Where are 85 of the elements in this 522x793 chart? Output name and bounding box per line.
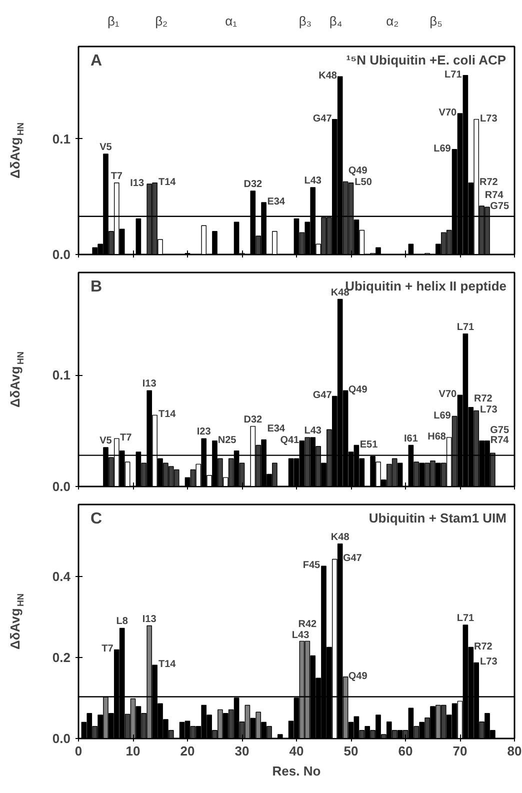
text: α₂	[386, 14, 399, 28]
annotation: T7	[102, 644, 114, 655]
text: β₃	[298, 14, 312, 28]
annotation: Q41	[280, 434, 300, 446]
annotation: R74	[490, 434, 510, 446]
annotation: K48	[330, 532, 350, 543]
annotation: I61	[404, 433, 418, 444]
text: α₁	[225, 14, 238, 28]
text: ¹⁵N Ubiquitin +E. coli ACP	[346, 52, 506, 68]
annotation: L71	[456, 612, 475, 624]
annotation: L73	[480, 404, 498, 416]
annotation: L73	[480, 656, 498, 668]
y-tick-label: 0.2	[52, 650, 71, 665]
annotation: T7	[110, 170, 123, 182]
annotation: G75	[490, 201, 510, 212]
annotation: R42	[298, 619, 318, 630]
y-axis-title: ΔδAvgHN	[8, 352, 26, 408]
annotation: T14	[158, 176, 176, 188]
annotation: C	[90, 510, 102, 528]
annotation: I13	[130, 178, 144, 190]
y-axis-title: ΔδAvgHN	[8, 594, 26, 650]
annotation: D32	[244, 414, 263, 426]
y-tick-label: 0.4	[52, 568, 72, 584]
annotation: V70	[438, 389, 458, 400]
annotation: T7	[120, 432, 132, 444]
y-axis-title: ΔδAvgHN	[8, 122, 26, 178]
x-tick-label: 20	[180, 744, 195, 758]
annotation: I13	[142, 614, 157, 625]
annotation: L43	[304, 425, 322, 436]
annotation: L8	[116, 616, 128, 628]
x-tick-label: 50	[344, 744, 358, 758]
annotation: L69	[434, 143, 452, 154]
x-tick-label: 30	[234, 744, 250, 758]
annotation: L71	[444, 69, 462, 80]
annotation: E34	[267, 196, 286, 208]
annotation: G47	[312, 113, 332, 124]
annotation: L73	[480, 113, 498, 124]
annotation: L71	[456, 322, 475, 333]
annotation: L69	[434, 410, 452, 422]
text: β₄	[329, 14, 342, 28]
annotation: V5	[100, 142, 112, 153]
annotation: Q49	[348, 166, 368, 177]
annotation: A	[90, 52, 102, 70]
text: Ubiquitin + Stam1 UIM	[368, 510, 506, 526]
y-tick-label: 0.0	[52, 731, 71, 746]
annotation: G47	[342, 553, 362, 564]
annotation: Q49	[348, 670, 368, 682]
annotation: R72	[474, 641, 493, 652]
annotation: R74	[484, 190, 504, 201]
annotation: L50	[354, 176, 372, 188]
annotation: R72	[474, 393, 493, 404]
annotation: R72	[479, 176, 498, 188]
annotation: D32	[244, 178, 263, 190]
x-tick-label: 70	[452, 744, 468, 758]
annotation: T14	[158, 409, 176, 420]
annotation: Q49	[348, 384, 368, 396]
annotation: T14	[158, 659, 176, 670]
y-tick-label: 0.1	[52, 368, 71, 383]
annotation: I23	[196, 426, 212, 438]
annotation: V70	[438, 108, 458, 119]
annotation: K48	[318, 70, 338, 82]
annotation: E51	[360, 439, 378, 450]
annotation: E34	[267, 424, 286, 435]
annotation: L43	[292, 630, 310, 641]
text: β₅	[430, 14, 442, 28]
text: β₂	[155, 14, 168, 28]
annotation: B	[90, 278, 102, 296]
annotation: H68	[428, 431, 446, 442]
x-tick-label: 0	[74, 744, 82, 758]
annotation: F45	[302, 560, 321, 572]
y-tick-label: 0.1	[52, 131, 71, 146]
y-tick-label: 0.0	[52, 247, 71, 262]
annotation: G75	[490, 424, 510, 436]
annotation: G47	[312, 390, 332, 402]
annotation: V5	[100, 435, 112, 446]
annotation: I13	[142, 378, 157, 390]
annotation: L43	[304, 175, 322, 186]
x-tick-label: 80	[507, 744, 522, 758]
y-tick-label: 0.0	[52, 479, 71, 494]
x-axis-title: Res. No	[272, 764, 321, 778]
x-tick-label: 10	[126, 744, 140, 758]
x-tick-label: 40	[289, 744, 304, 758]
annotation: N25	[218, 434, 237, 446]
x-tick-label: 60	[398, 744, 413, 758]
text: β₁	[107, 14, 120, 28]
